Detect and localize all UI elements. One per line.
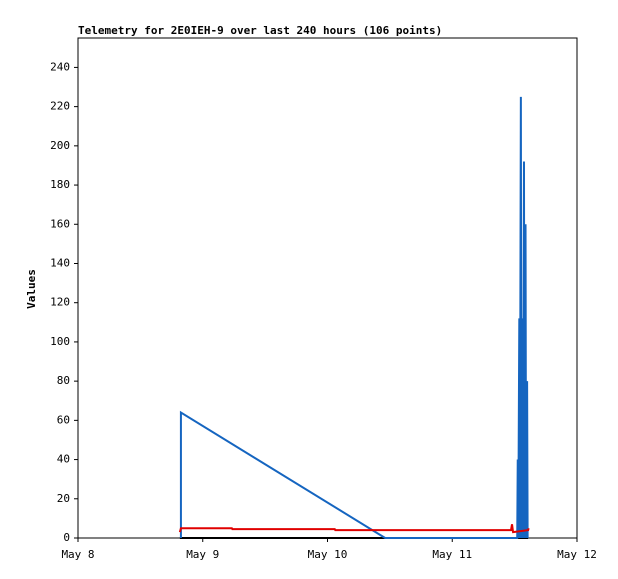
y-tick-label: 60 <box>57 413 70 426</box>
y-tick-label: 20 <box>57 492 70 505</box>
x-tick-label: May 10 <box>308 548 348 561</box>
y-tick-label: 180 <box>50 178 70 191</box>
chart-title: Telemetry for 2E0IEH-9 over last 240 hou… <box>78 24 442 37</box>
y-tick-label: 140 <box>50 256 70 269</box>
series-line <box>179 96 529 539</box>
y-tick-label: 0 <box>63 531 70 544</box>
x-tick-label: May 12 <box>557 548 597 561</box>
y-tick-label: 200 <box>50 139 70 152</box>
y-tick-label: 160 <box>50 217 70 230</box>
y-tick-label: 220 <box>50 100 70 113</box>
y-tick-label: 120 <box>50 296 70 309</box>
y-tick-label: 40 <box>57 453 70 466</box>
x-tick-label: May 11 <box>432 548 472 561</box>
y-tick-label: 100 <box>50 335 70 348</box>
x-tick-label: May 9 <box>186 548 219 561</box>
y-axis-label: Values <box>25 269 38 309</box>
series-line <box>178 524 530 534</box>
y-tick-label: 80 <box>57 374 70 387</box>
x-tick-label: May 8 <box>61 548 94 561</box>
y-tick-label: 240 <box>50 60 70 73</box>
